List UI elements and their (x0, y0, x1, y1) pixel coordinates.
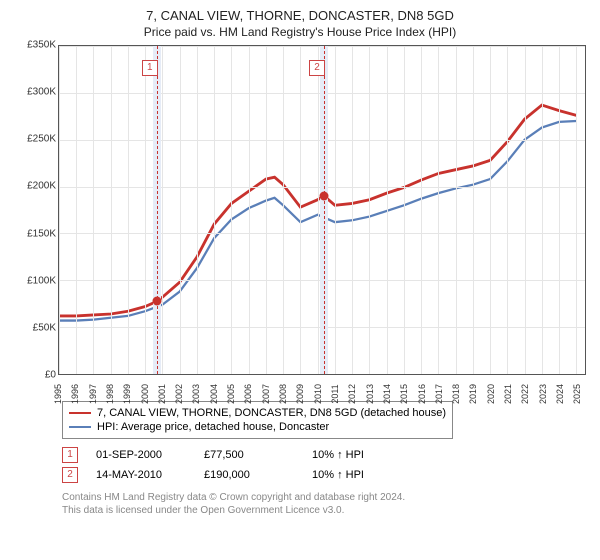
marker-line (324, 46, 325, 374)
x-tick-label: 2012 (347, 384, 357, 404)
y-tick-label: £250K (27, 134, 56, 145)
x-tick-label: 2008 (278, 384, 288, 404)
x-tick-label: 2018 (451, 384, 461, 404)
x-tick-label: 2013 (365, 384, 375, 404)
chart-container: 7, CANAL VIEW, THORNE, DONCASTER, DN8 5G… (0, 0, 600, 560)
x-tick-label: 2016 (417, 384, 427, 404)
x-tick-label: 2002 (174, 384, 184, 404)
plot: 12 (58, 45, 586, 375)
x-tick-label: 2011 (330, 384, 340, 403)
x-tick-label: 2024 (555, 384, 565, 404)
x-tick-label: 2025 (572, 384, 582, 404)
x-tick-label: 2009 (295, 384, 305, 404)
x-tick-label: 2022 (520, 384, 530, 404)
y-tick-label: £150K (27, 228, 56, 239)
x-tick-label: 2023 (538, 384, 548, 404)
chart-title: 7, CANAL VIEW, THORNE, DONCASTER, DN8 5G… (14, 8, 586, 23)
transaction-row: 1 01-SEP-2000 £77,500 10% ↑ HPI (62, 445, 586, 465)
transaction-price: £77,500 (204, 449, 294, 461)
y-tick-label: £200K (27, 181, 56, 192)
x-tick-label: 2006 (243, 384, 253, 404)
transaction-delta: 10% ↑ HPI (312, 449, 402, 461)
transaction-delta: 10% ↑ HPI (312, 469, 402, 481)
y-tick-label: £100K (27, 275, 56, 286)
attribution-line: Contains HM Land Registry data © Crown c… (62, 491, 586, 504)
y-tick-label: £50K (33, 322, 56, 333)
x-tick-label: 2003 (191, 384, 201, 404)
x-tick-label: 1999 (122, 384, 132, 404)
legend-label-hpi: HPI: Average price, detached house, Donc… (97, 421, 329, 433)
x-tick-label: 2019 (468, 384, 478, 404)
x-tick-label: 2020 (486, 384, 496, 404)
marker-label: 1 (142, 60, 158, 76)
attribution: Contains HM Land Registry data © Crown c… (62, 491, 586, 517)
attribution-line: This data is licensed under the Open Gov… (62, 504, 586, 517)
transaction-date: 01-SEP-2000 (96, 449, 186, 461)
marker-line (157, 46, 158, 374)
legend-item-hpi: HPI: Average price, detached house, Donc… (69, 420, 446, 434)
x-tick-label: 2004 (209, 384, 219, 404)
x-axis: 1995199619971998199920002001200220032004… (58, 375, 586, 395)
x-tick-label: 2021 (503, 384, 513, 404)
y-axis: £0£50K£100K£150K£200K£250K£300K£350K (14, 45, 58, 375)
x-tick-label: 2010 (313, 384, 323, 404)
x-tick-label: 1998 (105, 384, 115, 404)
legend: 7, CANAL VIEW, THORNE, DONCASTER, DN8 5G… (62, 401, 453, 439)
x-tick-label: 2001 (157, 384, 167, 404)
x-tick-label: 1996 (70, 384, 80, 404)
chart-subtitle: Price paid vs. HM Land Registry's House … (14, 25, 586, 39)
legend-item-subject: 7, CANAL VIEW, THORNE, DONCASTER, DN8 5G… (69, 406, 446, 420)
legend-label-subject: 7, CANAL VIEW, THORNE, DONCASTER, DN8 5G… (97, 407, 446, 419)
transaction-marker-icon: 2 (62, 467, 78, 483)
x-tick-label: 2015 (399, 384, 409, 404)
marker-dot (152, 297, 161, 306)
transaction-row: 2 14-MAY-2010 £190,000 10% ↑ HPI (62, 465, 586, 485)
marker-dot (320, 191, 329, 200)
transaction-price: £190,000 (204, 469, 294, 481)
x-tick-label: 2005 (226, 384, 236, 404)
legend-swatch-hpi (69, 426, 91, 428)
transaction-marker-icon: 1 (62, 447, 78, 463)
y-tick-label: £0 (45, 370, 56, 381)
x-tick-label: 2017 (434, 384, 444, 404)
x-tick-label: 2007 (261, 384, 271, 404)
legend-swatch-subject (69, 412, 91, 414)
y-tick-label: £300K (27, 87, 56, 98)
plot-area: £0£50K£100K£150K£200K£250K£300K£350K 12 … (14, 45, 586, 395)
x-tick-label: 2000 (140, 384, 150, 404)
x-tick-label: 1995 (53, 384, 63, 404)
x-tick-label: 1997 (88, 384, 98, 404)
y-tick-label: £350K (27, 40, 56, 51)
x-tick-label: 2014 (382, 384, 392, 404)
transaction-date: 14-MAY-2010 (96, 469, 186, 481)
marker-label: 2 (309, 60, 325, 76)
transactions: 1 01-SEP-2000 £77,500 10% ↑ HPI 2 14-MAY… (62, 445, 586, 485)
